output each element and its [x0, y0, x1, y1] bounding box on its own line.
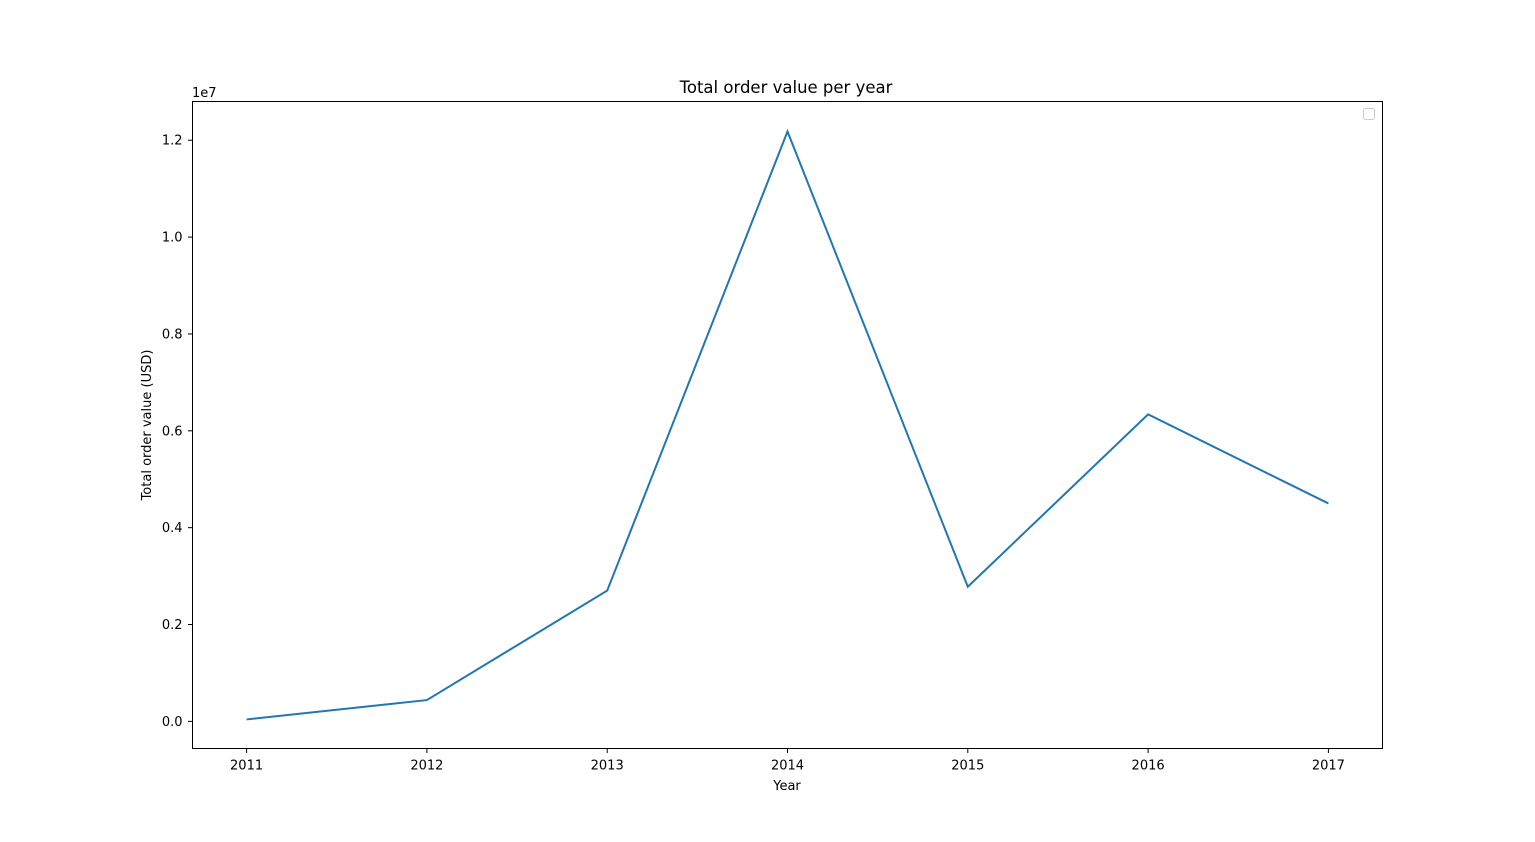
- x-tick-label: 2014: [771, 759, 804, 774]
- y-tick-label: 0.8: [162, 327, 183, 342]
- series-layer: [246, 128, 1329, 721]
- data-point: [787, 131, 789, 133]
- y-axis-ticks: 0.0 0.2 0.4 0.6 0.8 1.0 1.2: [162, 134, 193, 730]
- x-axis-label: Year: [772, 779, 801, 794]
- y-offset-label: 1e7: [192, 86, 217, 101]
- x-tick-label: 2012: [410, 759, 443, 774]
- y-tick-label: 0.4: [162, 521, 183, 536]
- data-point: [1327, 502, 1329, 504]
- y-tick-label: 0.0: [162, 715, 183, 730]
- data-point: [1147, 413, 1149, 415]
- data-point: [606, 590, 608, 592]
- legend-box: [1363, 108, 1375, 120]
- data-point: [246, 718, 248, 720]
- y-tick-label: 0.2: [162, 618, 183, 633]
- series-line-0: [246, 128, 1329, 721]
- data-point: [967, 586, 969, 588]
- y-tick-label: 1.0: [162, 231, 183, 246]
- x-tick-label: 2017: [1312, 759, 1345, 774]
- y-axis-label: Total order value (USD): [140, 350, 155, 502]
- x-tick-label: 2015: [951, 759, 984, 774]
- x-tick-label: 2013: [591, 759, 624, 774]
- chart-title: Total order value per year: [679, 78, 893, 97]
- data-point: [426, 699, 428, 701]
- x-tick-label: 2011: [230, 759, 263, 774]
- plot-area-frame: [192, 101, 1383, 749]
- x-axis-ticks: 2011 2012 2013 2014 2015 2016 2017: [230, 748, 1345, 774]
- y-tick-label: 0.6: [162, 424, 183, 439]
- x-tick-label: 2016: [1132, 759, 1165, 774]
- y-tick-label: 1.2: [162, 134, 183, 149]
